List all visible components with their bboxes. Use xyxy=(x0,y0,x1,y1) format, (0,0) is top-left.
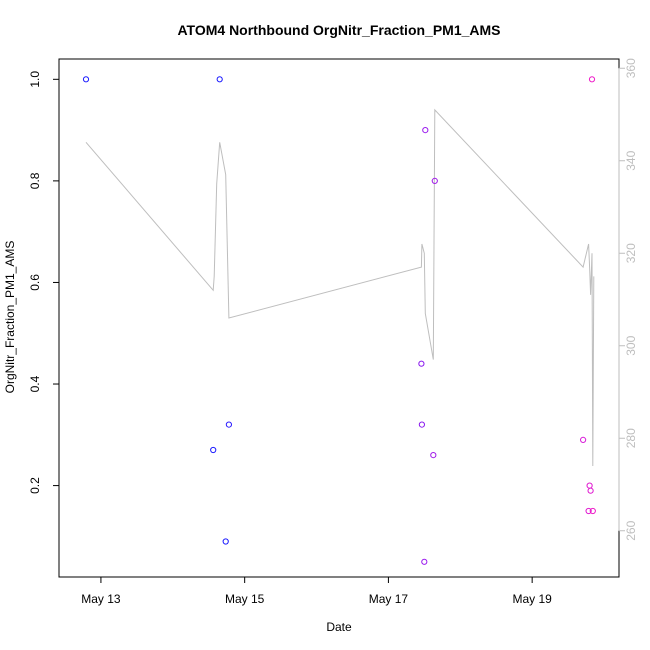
chart-title: ATOM4 Northbound OrgNitr_Fraction_PM1_AM… xyxy=(177,22,500,38)
y2-tick-label: 280 xyxy=(624,428,638,448)
data-point xyxy=(418,360,425,367)
y-tick-label: 0.6 xyxy=(28,274,42,291)
y2-tick-label: 360 xyxy=(624,58,638,78)
x-tick-label: May 15 xyxy=(225,592,265,606)
data-point xyxy=(210,446,217,454)
x-tick-label: May 19 xyxy=(512,592,552,606)
y-tick-label: 1.0 xyxy=(28,71,42,88)
series-line xyxy=(85,108,595,467)
data-point xyxy=(430,452,437,459)
x-axis-label: Date xyxy=(326,620,352,634)
y2-tick-label: 320 xyxy=(624,243,638,263)
y-tick-label: 0.8 xyxy=(28,172,42,189)
line-layer xyxy=(85,108,595,467)
data-point xyxy=(587,487,594,494)
data-point xyxy=(589,507,596,515)
data-point xyxy=(422,127,429,134)
y2-tick-label: 260 xyxy=(624,520,638,540)
plot-box xyxy=(58,58,620,578)
point-layer xyxy=(82,76,596,565)
data-point xyxy=(588,76,596,83)
y-axis: 0.2 0.4 0.6 0.8 1.0 xyxy=(28,71,60,494)
data-point xyxy=(418,421,425,428)
y2-axis: 260 280 300 320 340 360 xyxy=(618,58,638,541)
y2-tick-label: 300 xyxy=(624,335,638,355)
data-point xyxy=(82,76,90,83)
data-point xyxy=(216,76,223,83)
x-axis: May 13 May 15 May 17 May 19 xyxy=(81,576,552,606)
x-tick-label: May 13 xyxy=(81,592,121,606)
data-point xyxy=(580,436,587,443)
data-point xyxy=(421,558,428,565)
y-axis-label: OrgNitr_Fraction_PM1_AMS xyxy=(3,241,17,394)
data-point xyxy=(431,177,438,184)
data-point xyxy=(225,421,232,428)
y2-tick-label: 340 xyxy=(624,150,638,170)
data-point xyxy=(585,507,592,515)
y-tick-label: 0.2 xyxy=(28,477,42,494)
data-point xyxy=(586,482,593,489)
data-point xyxy=(222,538,229,545)
y-tick-label: 0.4 xyxy=(28,375,42,392)
x-tick-label: May 17 xyxy=(369,592,409,606)
